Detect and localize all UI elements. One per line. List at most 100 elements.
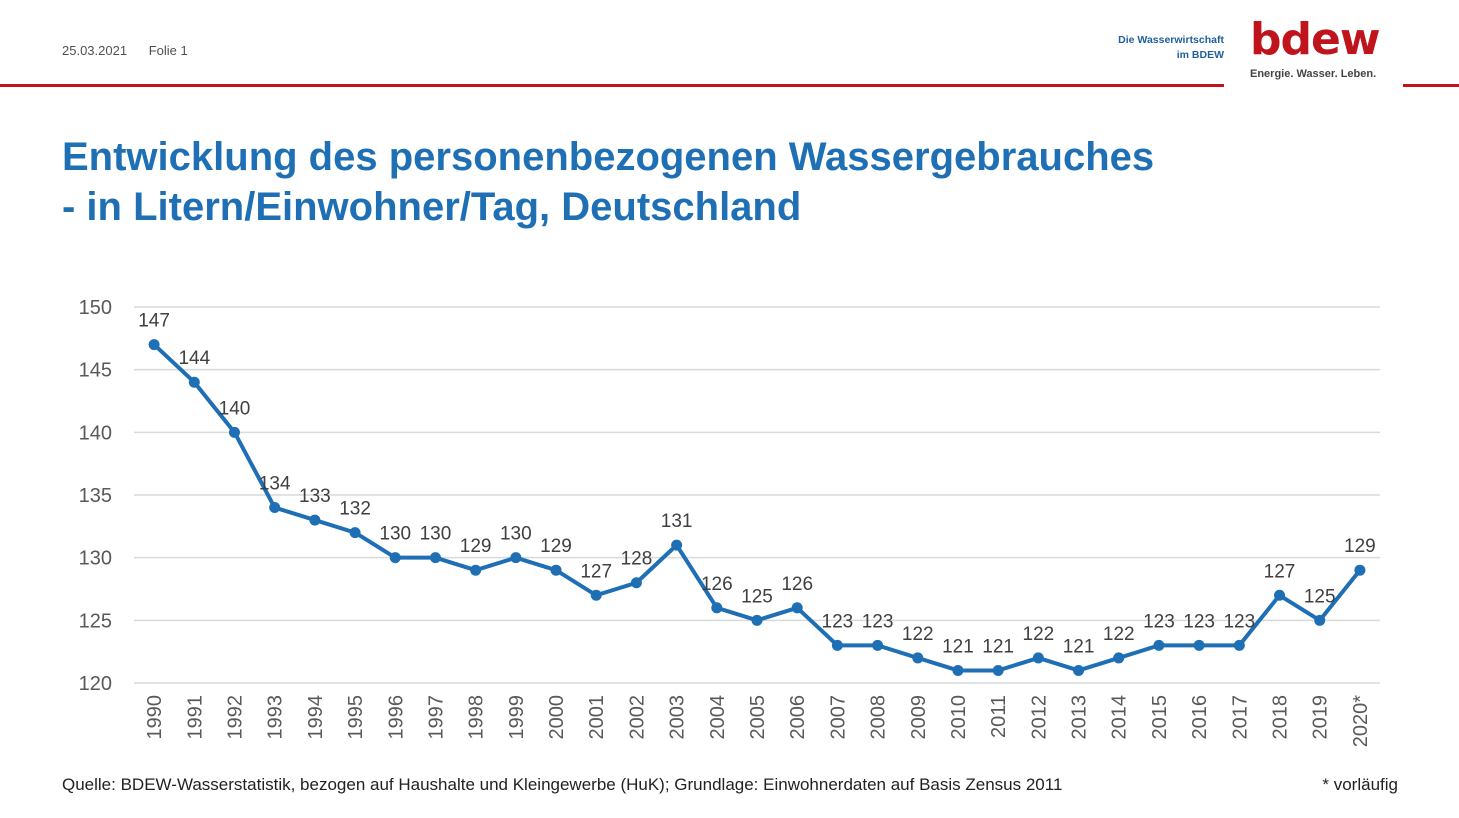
x-tick-label: 1998	[466, 695, 488, 740]
data-label: 123	[822, 611, 854, 632]
y-tick-label: 145	[79, 360, 112, 382]
x-tick-label: 2010	[948, 695, 970, 740]
data-point	[429, 552, 441, 564]
x-tick-label: 2005	[747, 695, 769, 740]
x-tick-label: 2019	[1310, 695, 1332, 740]
data-label: 133	[299, 486, 331, 507]
data-point	[872, 639, 884, 651]
data-label: 147	[138, 311, 170, 332]
x-tick-label: 2004	[707, 695, 729, 740]
data-point	[671, 539, 683, 551]
x-tick-label: 2014	[1109, 695, 1131, 740]
data-point	[992, 664, 1004, 676]
x-tick-label: 1990	[144, 695, 166, 740]
data-label: 144	[178, 348, 210, 369]
x-tick-label: 2007	[827, 695, 849, 740]
data-label: 123	[1223, 611, 1255, 632]
y-tick-label: 130	[79, 548, 112, 570]
x-tick-label: 2003	[667, 695, 689, 740]
y-tick-label: 135	[79, 485, 112, 507]
data-label: 127	[1264, 561, 1296, 582]
data-label: 122	[1023, 624, 1055, 645]
x-tick-label: 2006	[787, 695, 809, 740]
data-label: 121	[942, 636, 974, 657]
data-label: 126	[781, 574, 813, 595]
x-tick-label: 2018	[1270, 695, 1292, 740]
x-tick-label: 2016	[1189, 695, 1211, 740]
x-tick-label: 1999	[506, 695, 528, 740]
data-point	[952, 664, 964, 676]
x-tick-label: 1993	[265, 695, 287, 740]
x-tick-label: 2017	[1229, 695, 1251, 740]
data-label: 129	[540, 536, 572, 557]
data-label: 128	[621, 549, 653, 570]
data-point	[389, 552, 401, 564]
data-label: 121	[1063, 636, 1095, 657]
data-label: 130	[420, 524, 452, 545]
data-label: 125	[741, 586, 773, 607]
x-tick-label: 1996	[385, 695, 407, 740]
x-tick-label: 1991	[184, 695, 206, 740]
data-label: 131	[661, 511, 693, 532]
y-tick-label: 150	[79, 297, 112, 319]
x-tick-label: 2000	[546, 695, 568, 740]
data-label: 129	[460, 536, 492, 557]
y-tick-label: 140	[79, 422, 112, 444]
data-label: 123	[862, 611, 894, 632]
data-point	[1274, 589, 1286, 601]
data-point	[1314, 614, 1326, 626]
data-point	[510, 552, 522, 564]
x-tick-label: 2012	[1028, 695, 1050, 740]
x-tick-label: 2001	[586, 695, 608, 740]
logo-slogan: Energie. Wasser. Leben.	[1250, 68, 1377, 80]
data-label: 122	[1103, 624, 1135, 645]
data-point	[630, 577, 642, 589]
header-divider-right	[1403, 84, 1459, 87]
data-point	[349, 527, 361, 539]
data-point	[711, 602, 723, 614]
data-point	[309, 514, 321, 526]
data-point	[269, 502, 281, 514]
data-point	[590, 589, 602, 601]
data-label: 140	[219, 398, 251, 419]
data-point	[791, 602, 803, 614]
data-point	[1153, 639, 1165, 651]
y-tick-label: 120	[79, 673, 112, 695]
x-tick-label: 1997	[425, 695, 447, 740]
data-label: 134	[259, 474, 291, 495]
data-point	[1032, 652, 1044, 664]
slide-meta: 25.03.2021 Folie 1	[62, 43, 188, 58]
source-note: Quelle: BDEW-Wasserstatistik, bezogen au…	[62, 775, 1063, 794]
data-point	[470, 564, 482, 576]
data-point	[831, 639, 843, 651]
tagline-line2: im BDEW	[1176, 49, 1224, 61]
data-point	[1073, 664, 1085, 676]
preliminary-note: * vorläufig	[1322, 775, 1398, 794]
data-point	[912, 652, 924, 664]
x-tick-label: 2020*	[1350, 695, 1372, 747]
data-label: 130	[500, 524, 532, 545]
tagline-line1: Die Wasserwirtschaft	[1118, 34, 1224, 46]
title-line2: - in Litern/Einwohner/Tag, Deutschland	[62, 185, 802, 229]
data-label: 129	[1344, 536, 1376, 557]
data-label: 132	[339, 499, 371, 520]
slide-number: Folie 1	[148, 43, 188, 58]
data-label: 125	[1304, 586, 1336, 607]
data-label: 127	[580, 561, 612, 582]
x-tick-label: 2015	[1149, 695, 1171, 740]
title-line1: Entwicklung des personenbezogenen Wasser…	[62, 135, 1155, 179]
slide-title: Entwicklung des personenbezogenen Wasser…	[62, 132, 1154, 232]
data-point	[751, 614, 763, 626]
x-tick-label: 1995	[345, 695, 367, 740]
x-tick-label: 2011	[988, 695, 1010, 738]
x-tick-label: 1994	[305, 695, 327, 740]
x-tick-label: 2013	[1069, 695, 1091, 740]
data-label: 123	[1183, 611, 1215, 632]
y-tick-label: 125	[79, 610, 112, 632]
bdew-logo: bdew Energie. Wasser. Leben.	[1250, 16, 1380, 81]
data-point	[148, 339, 160, 351]
data-label: 122	[902, 624, 934, 645]
data-label: 130	[379, 524, 411, 545]
data-point	[1354, 564, 1366, 576]
data-point	[1193, 639, 1205, 651]
